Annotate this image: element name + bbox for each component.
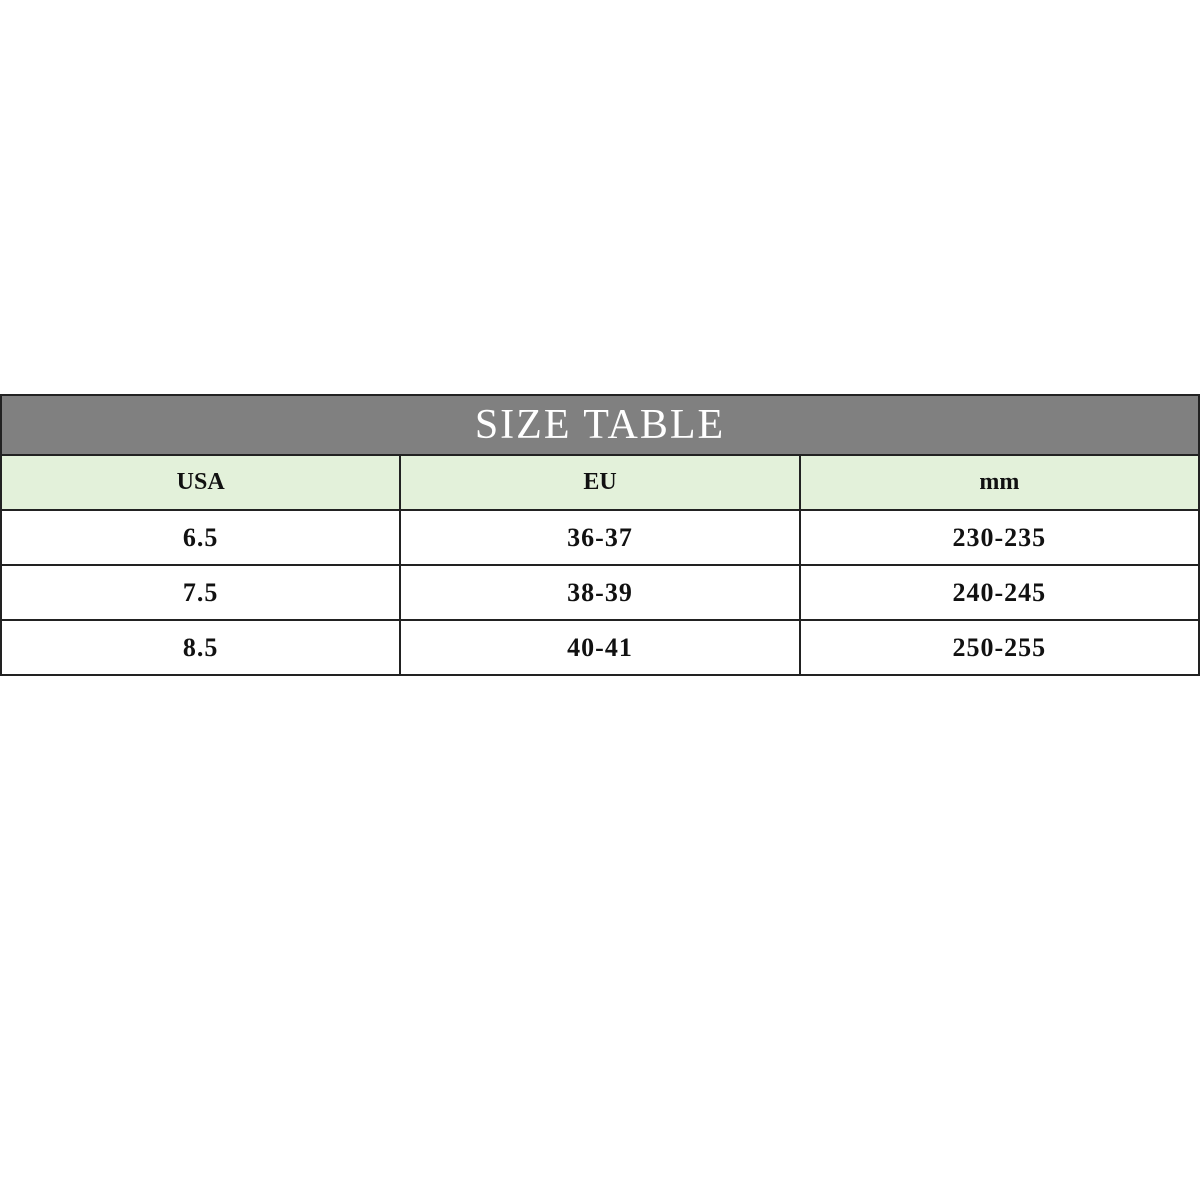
- cell-mm: 240-245: [798, 564, 1200, 621]
- cell-eu: 40-41: [399, 619, 801, 676]
- table-row: 6.5 36-37 230-235: [0, 509, 1200, 566]
- cell-usa: 6.5: [0, 509, 402, 566]
- table-row: 8.5 40-41 250-255: [0, 619, 1200, 676]
- title-row: SIZE TABLE: [0, 394, 1200, 456]
- table-title: SIZE TABLE: [0, 394, 1200, 456]
- header-row: USA EU mm: [0, 454, 1200, 511]
- cell-usa: 7.5: [0, 564, 402, 621]
- table-row: 7.5 38-39 240-245: [0, 564, 1200, 621]
- cell-eu: 36-37: [399, 509, 801, 566]
- size-table: SIZE TABLE USA EU mm 6.5 36-37 230-235 7…: [0, 394, 1200, 676]
- column-header-mm: mm: [798, 454, 1200, 511]
- cell-mm: 230-235: [798, 509, 1200, 566]
- column-header-usa: USA: [0, 454, 402, 511]
- cell-mm: 250-255: [798, 619, 1200, 676]
- cell-usa: 8.5: [0, 619, 402, 676]
- cell-eu: 38-39: [399, 564, 801, 621]
- column-header-eu: EU: [399, 454, 801, 511]
